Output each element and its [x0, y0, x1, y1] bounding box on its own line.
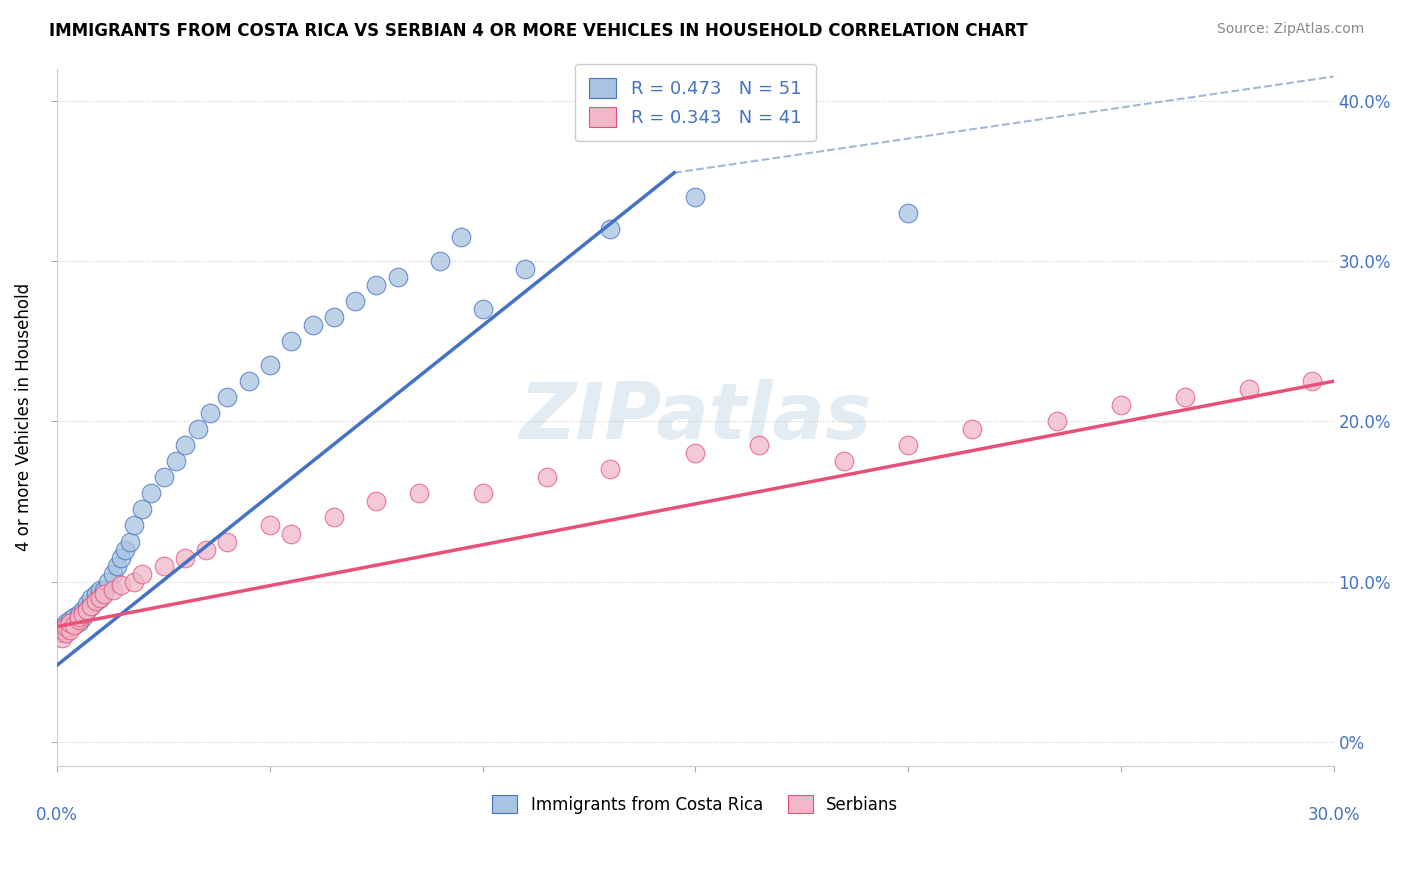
Point [59, 623, 82, 637]
Point [152, 470, 174, 484]
Point [55, 623, 77, 637]
Point [322, 510, 344, 524]
Point [114, 542, 136, 557]
Point [280, 526, 302, 541]
Point [748, 438, 770, 452]
Point [834, 454, 856, 468]
Point [51, 623, 73, 637]
Point [80, 599, 103, 613]
Point [51, 619, 73, 633]
Point [80, 599, 103, 613]
Point [110, 550, 132, 565]
Point [63, 618, 86, 632]
Point [63, 610, 86, 624]
Point [118, 534, 141, 549]
Point [72, 603, 94, 617]
Point [84, 594, 107, 608]
Point [63, 618, 86, 632]
Point [59, 616, 82, 631]
Point [450, 230, 472, 244]
Point [76, 603, 98, 617]
Point [387, 269, 409, 284]
Text: 0.0%: 0.0% [37, 806, 79, 824]
Point [897, 206, 920, 220]
Point [515, 262, 537, 277]
Point [59, 613, 82, 627]
Point [76, 603, 98, 617]
Point [89, 591, 111, 605]
Point [322, 310, 344, 324]
Point [110, 578, 132, 592]
Point [89, 582, 111, 597]
Point [1174, 390, 1197, 404]
Point [195, 542, 218, 557]
Point [280, 334, 302, 348]
Point [93, 587, 115, 601]
Point [55, 619, 77, 633]
Point [685, 190, 707, 204]
Point [174, 550, 197, 565]
Point [599, 462, 621, 476]
Point [344, 293, 367, 308]
Point [84, 587, 107, 601]
Point [897, 438, 920, 452]
Point [139, 486, 162, 500]
Point [366, 494, 388, 508]
Point [152, 558, 174, 573]
Point [259, 518, 281, 533]
Point [174, 438, 197, 452]
Point [67, 613, 90, 627]
Point [960, 422, 983, 436]
Point [89, 591, 111, 605]
Point [59, 619, 82, 633]
Point [408, 486, 430, 500]
Text: Source: ZipAtlas.com: Source: ZipAtlas.com [1216, 22, 1364, 37]
Point [122, 518, 145, 533]
Point [131, 566, 153, 581]
Point [685, 446, 707, 460]
Point [1109, 398, 1132, 412]
Point [97, 574, 120, 589]
Point [80, 591, 103, 605]
Text: 30.0%: 30.0% [1308, 806, 1360, 824]
Point [105, 558, 128, 573]
Point [238, 374, 260, 388]
Point [301, 318, 323, 332]
Point [429, 254, 451, 268]
Point [67, 615, 90, 629]
Point [67, 607, 90, 621]
Point [131, 502, 153, 516]
Point [101, 582, 124, 597]
Legend: Immigrants from Costa Rica, Serbians: Immigrants from Costa Rica, Serbians [486, 789, 905, 821]
Point [1301, 374, 1323, 388]
Point [1046, 414, 1069, 428]
Point [93, 582, 115, 597]
Point [122, 574, 145, 589]
Point [366, 277, 388, 292]
Point [200, 406, 222, 420]
Point [471, 486, 494, 500]
Point [55, 616, 77, 631]
Point [259, 358, 281, 372]
Text: ZIPatlas: ZIPatlas [519, 379, 872, 455]
Point [67, 610, 90, 624]
Point [55, 626, 77, 640]
Text: IMMIGRANTS FROM COSTA RICA VS SERBIAN 4 OR MORE VEHICLES IN HOUSEHOLD CORRELATIO: IMMIGRANTS FROM COSTA RICA VS SERBIAN 4 … [49, 22, 1028, 40]
Point [84, 594, 107, 608]
Point [599, 222, 621, 236]
Point [76, 597, 98, 611]
Y-axis label: 4 or more Vehicles in Household: 4 or more Vehicles in Household [15, 283, 32, 551]
Point [72, 610, 94, 624]
Point [51, 626, 73, 640]
Point [187, 422, 209, 436]
Point [1237, 382, 1260, 396]
Point [72, 607, 94, 621]
Point [101, 566, 124, 581]
Point [471, 301, 494, 316]
Point [165, 454, 187, 468]
Point [536, 470, 558, 484]
Point [51, 631, 73, 645]
Point [217, 534, 239, 549]
Point [217, 390, 239, 404]
